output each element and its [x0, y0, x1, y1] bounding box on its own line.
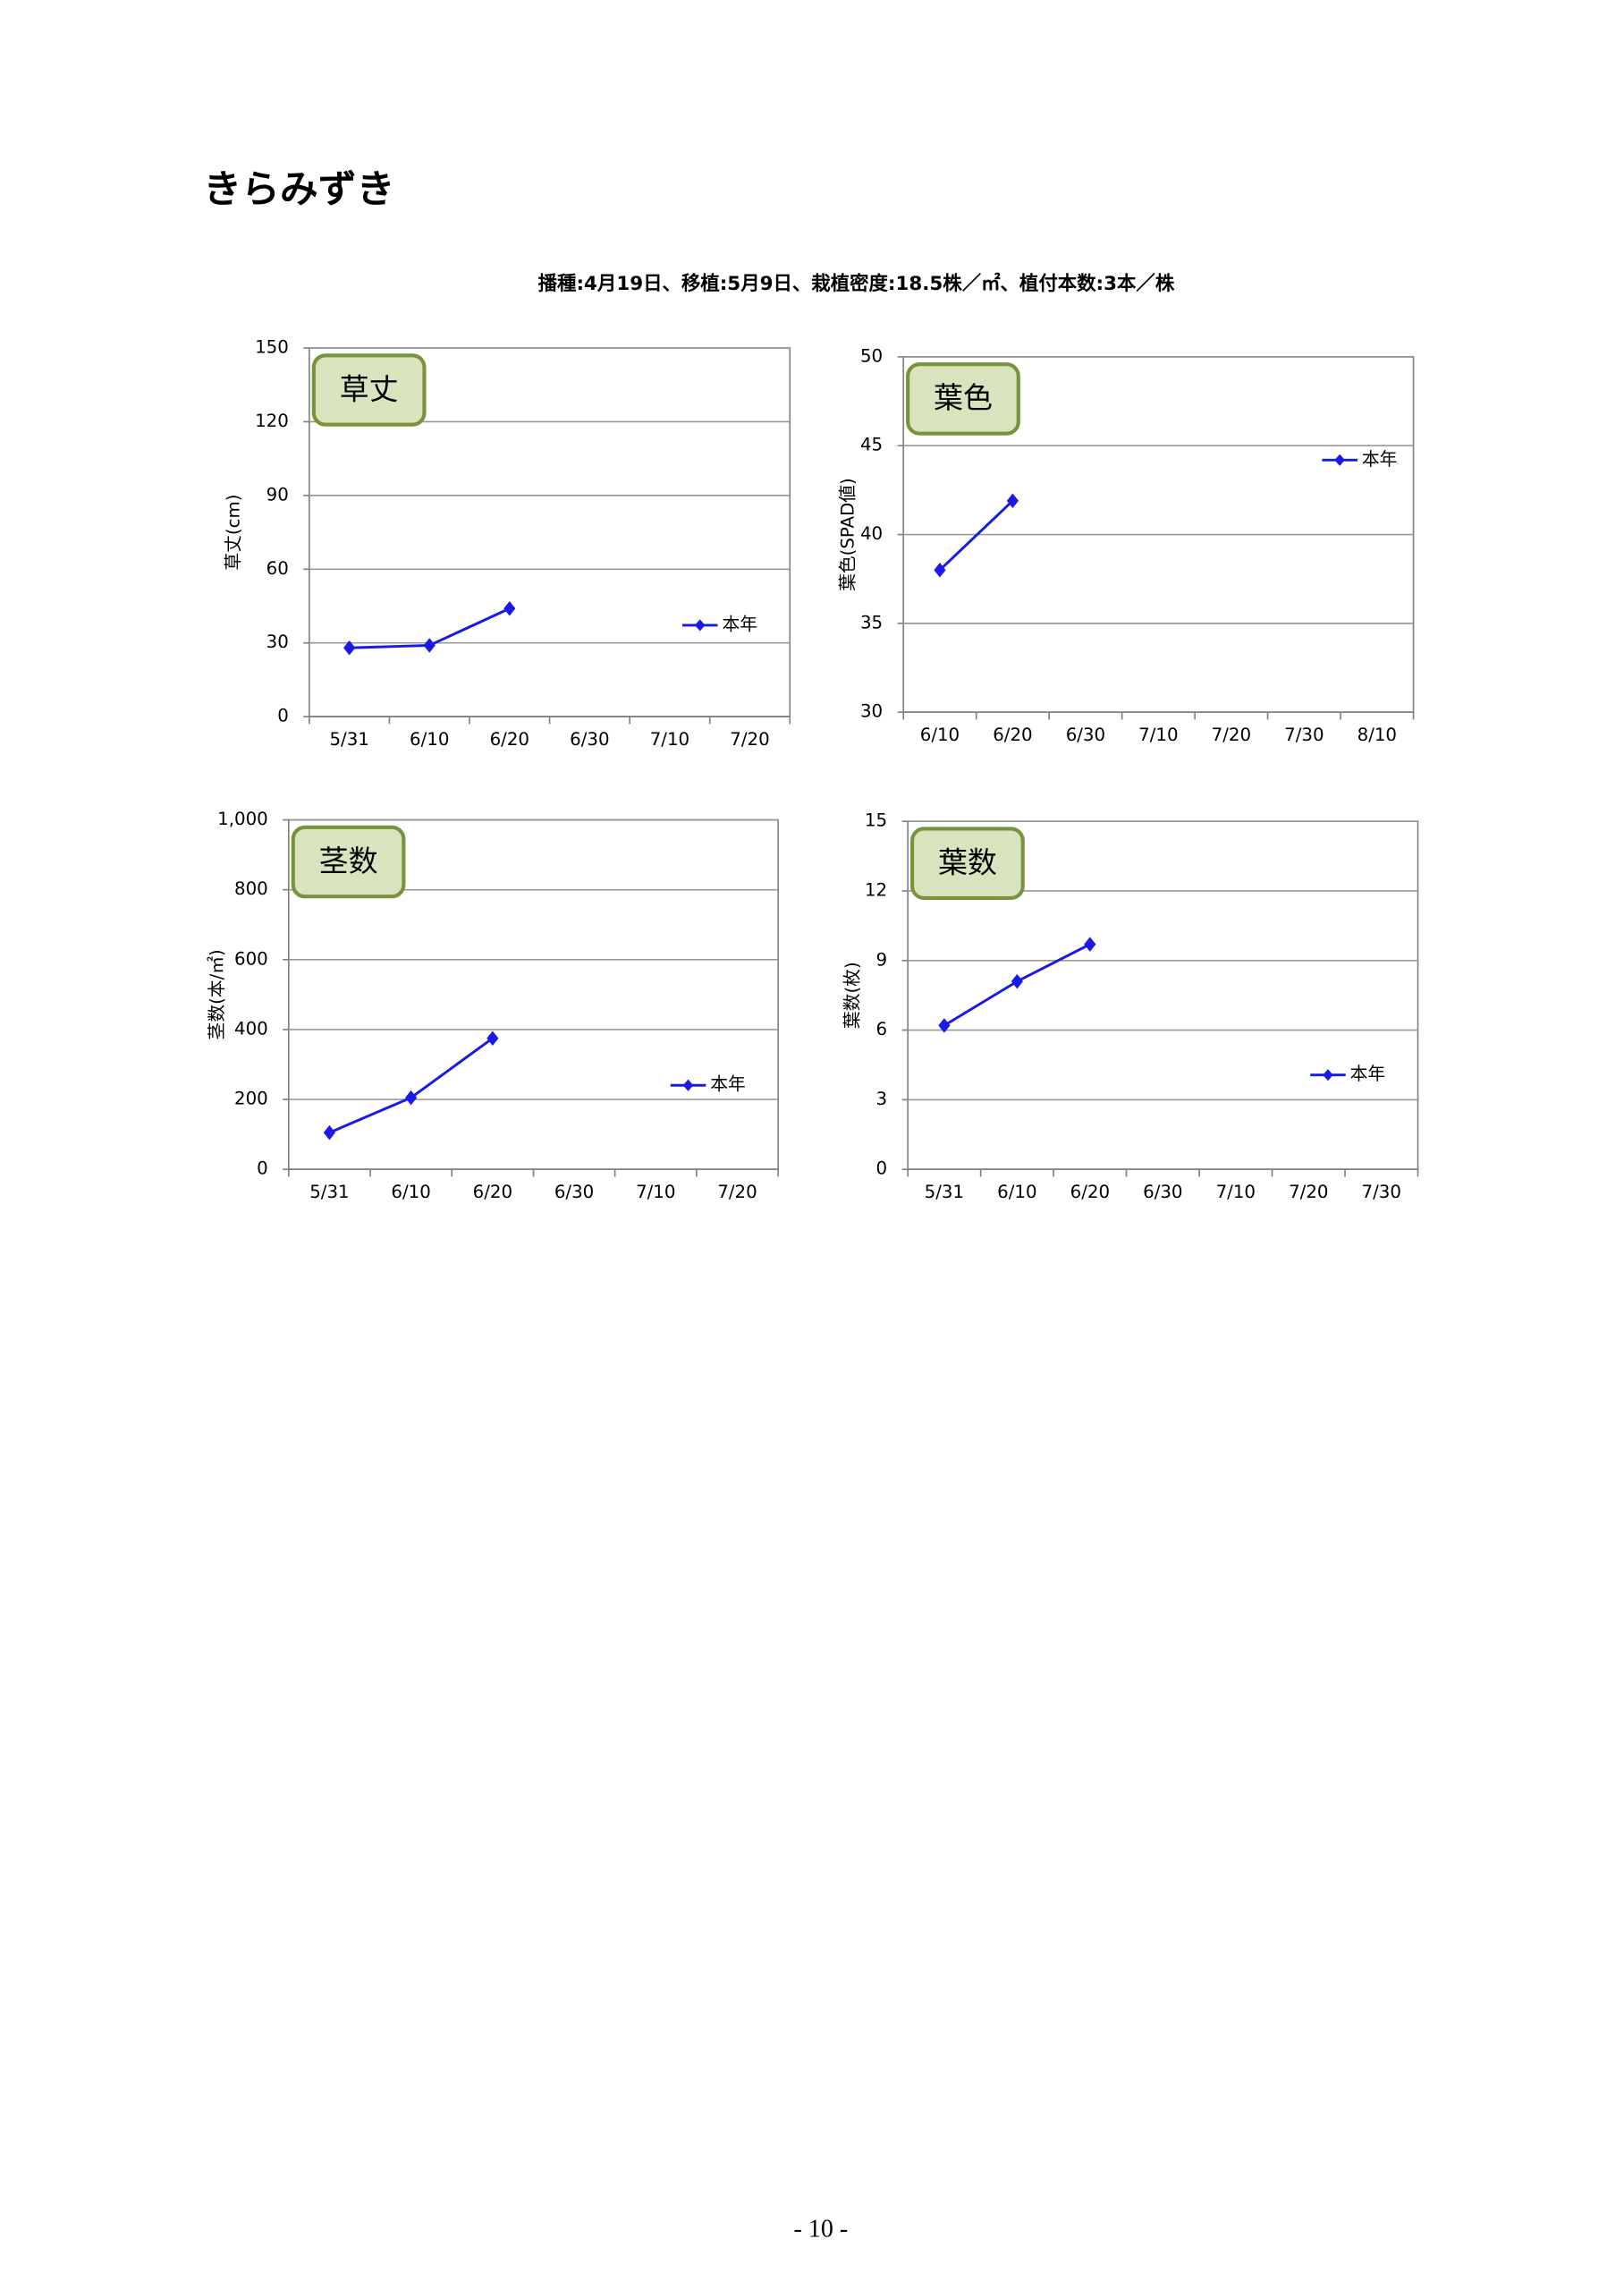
- x-tick-label: 6/20: [993, 725, 1032, 745]
- x-tick-label: 6/20: [490, 729, 529, 750]
- x-tick-label: 6/30: [554, 1182, 594, 1202]
- marker: [486, 1030, 499, 1046]
- badge-label: 草丈: [340, 371, 399, 406]
- x-tick-label: 5/31: [329, 729, 368, 750]
- x-tick-label: 7/30: [1284, 725, 1324, 745]
- marker: [934, 563, 946, 578]
- badge-label: 茎数: [319, 844, 378, 878]
- badge: [291, 825, 406, 899]
- x-tick-label: 8/10: [1358, 725, 1397, 745]
- y-tick-label: 30: [266, 632, 289, 652]
- y-tick-label: 1,000: [217, 809, 268, 829]
- y-tick-label: 45: [860, 435, 883, 455]
- marker: [323, 1124, 336, 1141]
- y-tick-label: 800: [234, 878, 268, 899]
- x-tick-label: 7/20: [1212, 725, 1251, 745]
- x-tick-label: 6/10: [920, 725, 960, 745]
- marker: [1011, 973, 1023, 989]
- y-tick-label: 400: [234, 1018, 268, 1039]
- y-tick-label: 150: [255, 337, 289, 358]
- legend-label: 本年: [722, 614, 757, 634]
- page-number: - 10 -: [794, 2216, 849, 2243]
- x-tick-label: 7/10: [650, 729, 689, 750]
- marker: [343, 640, 356, 656]
- y-tick-label: 50: [860, 345, 883, 366]
- y-tick-label: 30: [860, 701, 883, 722]
- y-tick-label: 35: [860, 612, 883, 632]
- y-tick-label: 12: [865, 879, 887, 900]
- x-tick-label: 7/30: [1362, 1182, 1401, 1202]
- x-tick-label: 6/30: [1066, 725, 1105, 745]
- x-tick-label: 6/20: [1070, 1182, 1110, 1202]
- y-tick-label: 120: [255, 411, 289, 431]
- badge-label: 葉色: [934, 380, 993, 415]
- x-tick-label: 7/10: [1138, 725, 1178, 745]
- legend-label: 本年: [1362, 449, 1398, 470]
- y-tick-label: 90: [266, 484, 289, 505]
- legend-label: 本年: [710, 1074, 746, 1095]
- y-tick-label: 0: [875, 1158, 887, 1179]
- legend-marker: [1334, 454, 1345, 466]
- y-axis-label: 葉色(SPAD値): [838, 478, 859, 591]
- y-tick-label: 9: [875, 949, 887, 970]
- y-tick-label: 0: [277, 706, 289, 726]
- heading: きらみずき: [203, 167, 394, 212]
- x-tick-label: 6/30: [570, 729, 609, 750]
- legend-marker: [1323, 1069, 1333, 1081]
- badge: [910, 827, 1025, 900]
- y-tick-label: 600: [234, 948, 268, 969]
- marker: [423, 638, 436, 653]
- badge-label: 葉数: [938, 844, 997, 879]
- x-tick-label: 6/20: [473, 1182, 512, 1202]
- marker: [938, 1018, 951, 1033]
- y-tick-label: 3: [875, 1089, 887, 1109]
- y-tick-label: 200: [234, 1089, 268, 1109]
- y-axis-label: 草丈(cm): [223, 495, 243, 571]
- x-tick-label: 7/10: [636, 1182, 675, 1202]
- series-line: [938, 499, 1014, 572]
- badge: [311, 353, 427, 427]
- marker: [1084, 937, 1096, 952]
- legend-marker: [694, 619, 706, 632]
- x-tick-label: 6/10: [997, 1182, 1036, 1202]
- x-tick-label: 6/10: [410, 729, 449, 750]
- marker: [405, 1090, 418, 1106]
- x-tick-label: 7/20: [730, 729, 769, 750]
- y-axis-label: 茎数(本/㎡): [207, 949, 227, 1039]
- x-tick-label: 5/31: [309, 1182, 349, 1202]
- y-axis-label: 葉数(枚): [842, 962, 863, 1029]
- x-tick-label: 5/31: [925, 1182, 964, 1202]
- x-tick-label: 7/10: [1216, 1182, 1256, 1202]
- y-tick-label: 6: [875, 1019, 887, 1039]
- subtitle: 播種:4月19日、移植:5月9日、栽植密度:18.5株／㎡、植付本数:3本／株: [538, 272, 1175, 295]
- y-tick-label: 0: [257, 1158, 268, 1179]
- x-tick-label: 7/20: [717, 1182, 757, 1202]
- legend-label: 本年: [1350, 1064, 1386, 1084]
- y-tick-label: 15: [865, 810, 887, 831]
- x-tick-label: 7/20: [1289, 1182, 1328, 1202]
- badge: [906, 362, 1020, 436]
- legend-marker: [682, 1079, 694, 1091]
- x-tick-label: 6/30: [1143, 1182, 1182, 1202]
- y-tick-label: 40: [860, 523, 883, 544]
- y-tick-label: 60: [266, 558, 289, 579]
- x-tick-label: 6/10: [391, 1182, 430, 1202]
